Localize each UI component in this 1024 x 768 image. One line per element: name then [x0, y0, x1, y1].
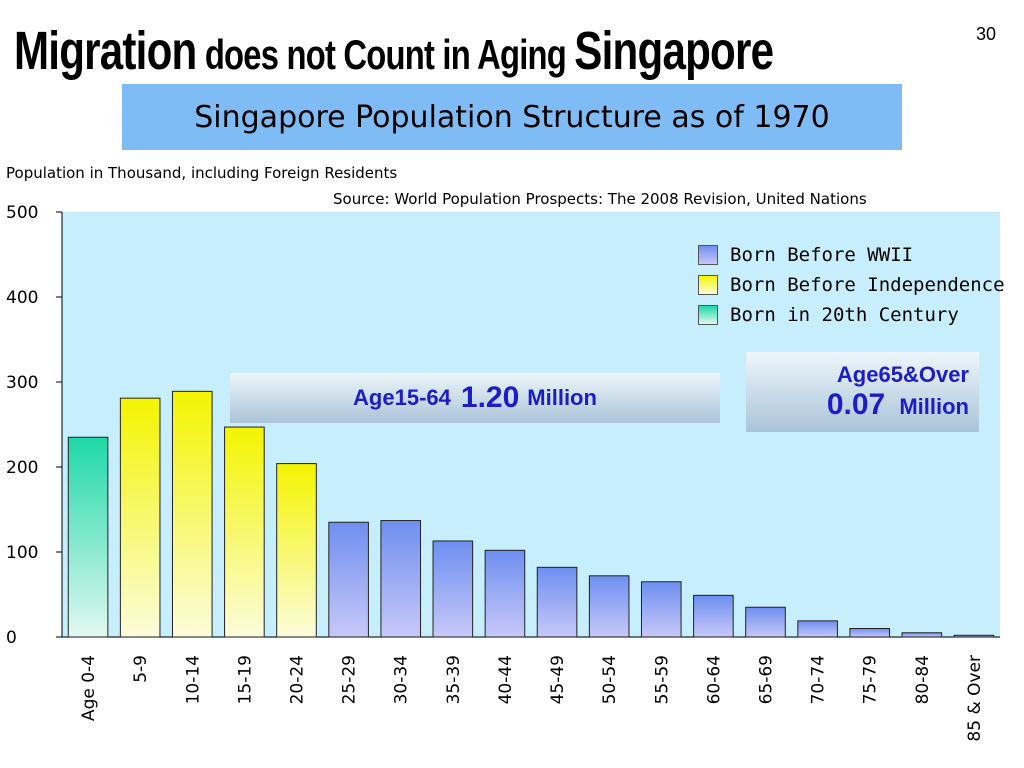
title-middle: does not Count in Aging — [196, 31, 575, 78]
bar-25-29 — [328, 521, 369, 638]
working-age-label: Age15-64 — [353, 385, 451, 410]
source-note: Source: World Population Prospects: The … — [333, 190, 867, 208]
chart-subtitle: Singapore Population Structure as of 197… — [122, 84, 902, 150]
elderly-label: Age65&Over — [836, 362, 969, 387]
x-category-label: 40-44 — [496, 655, 516, 704]
bar-70-74 — [797, 620, 838, 638]
y-tick-label: 400 — [6, 288, 38, 308]
y-tick-label: 200 — [6, 458, 38, 478]
legend-swatch-independence — [698, 275, 718, 295]
x-category-label: 10-14 — [183, 655, 203, 704]
title-singapore: Singapore — [574, 21, 774, 81]
y-tick-label: 500 — [6, 203, 38, 223]
bar-10-14 — [171, 390, 213, 638]
bar-5-9 — [119, 397, 161, 638]
legend-swatch-wwii — [698, 245, 718, 265]
bar-75-79 — [849, 628, 891, 638]
elderly-callout: Age65&Over 0.07 Million — [746, 352, 979, 432]
x-category-label: 65-69 — [757, 655, 777, 704]
bar-55-59 — [640, 581, 682, 638]
legend-item-20th-century: Born in 20th Century — [698, 300, 1005, 330]
legend-label-independence: Born Before Independence — [730, 274, 1005, 296]
legend-swatch-20th-century — [698, 305, 718, 325]
x-category-label: 25-29 — [340, 655, 360, 704]
bar-40-44 — [484, 549, 526, 638]
x-category-label: 75-79 — [861, 655, 881, 704]
x-category-label: 55-59 — [652, 655, 672, 704]
bar-30-34 — [380, 520, 422, 638]
x-category-label: 70-74 — [809, 655, 829, 704]
x-category-label: 20-24 — [288, 655, 308, 704]
bar-20-24 — [276, 463, 317, 638]
legend-label-20th-century: Born in 20th Century — [730, 304, 959, 326]
x-category-label: 15-19 — [235, 655, 255, 704]
x-category-label: 60-64 — [704, 655, 724, 704]
legend: Born Before WWII Born Before Independenc… — [698, 240, 1005, 330]
x-category-label: 50-54 — [600, 655, 620, 704]
y-tick-label: 300 — [6, 373, 38, 393]
bar-50-54 — [588, 575, 630, 638]
legend-label-wwii: Born Before WWII — [730, 244, 914, 266]
bar-60-64 — [693, 594, 734, 638]
slide-title: Migration does not Count in Aging Singap… — [14, 20, 774, 82]
bar-35-39 — [432, 540, 474, 638]
x-category-label: 30-34 — [392, 655, 412, 704]
legend-item-wwii: Born Before WWII — [698, 240, 1005, 270]
units-note: Population in Thousand, including Foreig… — [6, 164, 398, 182]
bar-80-84 — [901, 632, 943, 638]
bar-65-69 — [745, 606, 786, 638]
x-category-label: 35-39 — [444, 655, 464, 704]
y-tick-label: 100 — [6, 543, 38, 563]
bar-85-over — [953, 634, 995, 638]
x-category-label: 85 & Over — [965, 655, 985, 742]
elderly-value: 0.07 — [826, 388, 886, 421]
x-category-label: 5-9 — [131, 655, 151, 683]
bar-45-49 — [536, 566, 578, 638]
bar-age-0-4 — [67, 436, 109, 638]
title-migration: Migration — [14, 21, 197, 81]
page-number: 30 — [976, 24, 997, 44]
x-category-label: 80-84 — [913, 655, 933, 704]
working-age-value: 1.20 — [460, 381, 520, 414]
working-age-callout: Age15-64 1.20 Million — [230, 373, 720, 423]
working-age-unit: Million — [527, 385, 597, 410]
x-category-label: 45-49 — [548, 655, 568, 704]
elderly-unit: Million — [893, 394, 969, 419]
x-category-label: Age 0-4 — [79, 655, 99, 721]
bar-15-19 — [224, 426, 265, 638]
legend-item-independence: Born Before Independence — [698, 270, 1005, 300]
y-tick-label: 0 — [6, 628, 17, 648]
